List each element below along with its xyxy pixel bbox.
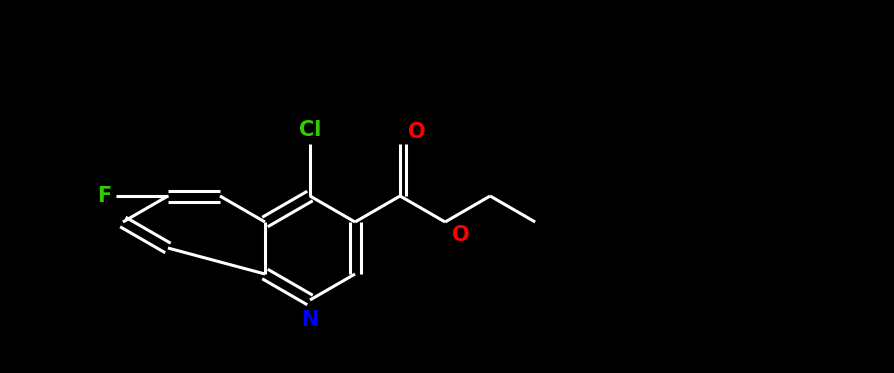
Text: O: O [451,225,469,245]
Text: N: N [301,310,318,330]
Text: O: O [408,122,426,142]
Text: Cl: Cl [299,120,321,140]
Text: F: F [97,186,111,206]
